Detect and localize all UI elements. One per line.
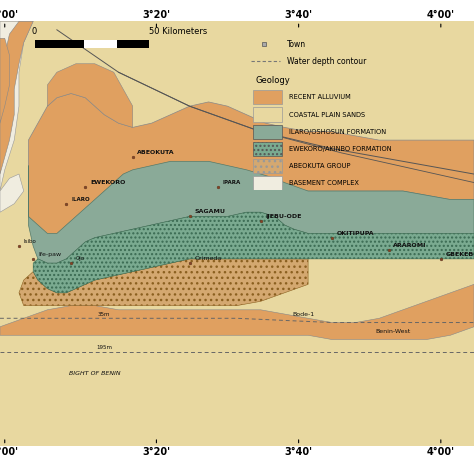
Polygon shape	[0, 38, 9, 123]
Text: Benin-West: Benin-West	[376, 328, 411, 334]
Text: SAGAMU: SAGAMU	[194, 210, 225, 214]
Text: ABEOKUTA: ABEOKUTA	[137, 150, 175, 155]
Text: Water depth contour: Water depth contour	[287, 57, 366, 66]
FancyBboxPatch shape	[253, 159, 282, 173]
FancyBboxPatch shape	[253, 176, 282, 191]
Text: Orimeda: Orimeda	[194, 256, 221, 261]
Text: 3°20': 3°20'	[142, 10, 171, 20]
Text: Geology: Geology	[255, 76, 290, 84]
Text: 3°20': 3°20'	[142, 447, 171, 457]
Bar	[35, 40, 149, 48]
Text: ILARO/OSHOSUN FORMATION: ILARO/OSHOSUN FORMATION	[289, 129, 386, 135]
Text: 4°00': 4°00'	[427, 10, 455, 20]
Polygon shape	[28, 161, 474, 263]
Bar	[84, 40, 117, 48]
Polygon shape	[19, 259, 308, 306]
Text: Town: Town	[287, 40, 306, 49]
Text: 3°40': 3°40'	[284, 10, 313, 20]
FancyBboxPatch shape	[253, 125, 282, 139]
Text: 35m: 35m	[98, 311, 110, 317]
Text: ARAROMI: ARAROMI	[393, 243, 427, 248]
Text: EWEKORO/AKINBO FORMATION: EWEKORO/AKINBO FORMATION	[289, 146, 392, 152]
Text: 3°00': 3°00'	[0, 447, 19, 457]
FancyBboxPatch shape	[253, 142, 282, 156]
Polygon shape	[0, 21, 33, 191]
Text: GBEKEBU: GBEKEBU	[446, 252, 474, 257]
Text: EWEKORO: EWEKORO	[90, 180, 126, 185]
Polygon shape	[0, 284, 474, 339]
Text: 50 Kilometers: 50 Kilometers	[149, 27, 208, 36]
Text: 3°00': 3°00'	[0, 10, 19, 20]
Polygon shape	[0, 335, 474, 446]
Text: Bode-1: Bode-1	[292, 311, 314, 317]
FancyBboxPatch shape	[253, 108, 282, 121]
Text: RECENT ALLUVIUM: RECENT ALLUVIUM	[289, 94, 351, 100]
Polygon shape	[0, 174, 24, 212]
Text: 3°40': 3°40'	[284, 447, 313, 457]
Text: COASTAL PLAIN SANDS: COASTAL PLAIN SANDS	[289, 111, 365, 118]
Polygon shape	[28, 93, 474, 255]
Text: ABEOKUTA GROUP: ABEOKUTA GROUP	[289, 163, 350, 169]
Text: BASEMENT COMPLEX: BASEMENT COMPLEX	[289, 180, 359, 186]
Polygon shape	[0, 21, 33, 174]
Text: 4°00': 4°00'	[427, 447, 455, 457]
Text: Ojo: Ojo	[76, 256, 85, 261]
Text: IPARA: IPARA	[223, 180, 241, 185]
FancyBboxPatch shape	[253, 90, 282, 104]
Text: ILARO: ILARO	[71, 197, 90, 201]
Text: 0: 0	[32, 27, 37, 36]
Text: Isibo: Isibo	[24, 239, 36, 244]
Text: OKITIPUPA: OKITIPUPA	[337, 230, 374, 236]
Text: IJEBU-ODE: IJEBU-ODE	[265, 214, 302, 219]
Polygon shape	[33, 212, 474, 293]
Polygon shape	[47, 64, 133, 128]
Text: 195m: 195m	[96, 346, 112, 350]
Text: BIGHT OF BENIN: BIGHT OF BENIN	[69, 371, 120, 376]
Text: Ife-paw: Ife-paw	[38, 252, 61, 257]
